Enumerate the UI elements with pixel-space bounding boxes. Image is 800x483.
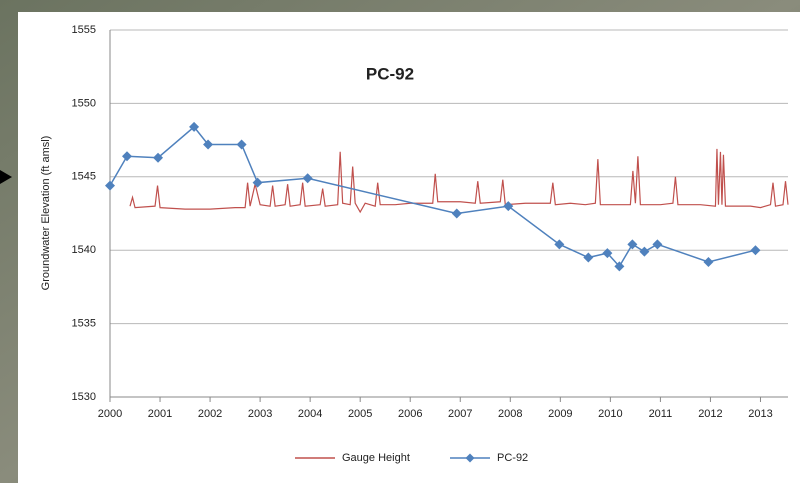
x-tick-label: 2008 (498, 408, 522, 420)
data-point (451, 208, 462, 219)
data-point (203, 139, 214, 150)
y-tick-label: 1555 (72, 24, 96, 36)
data-point (602, 248, 613, 259)
x-tick-label: 2009 (548, 408, 572, 420)
data-point (627, 239, 638, 250)
x-tick-label: 2007 (448, 408, 472, 420)
x-tick-label: 2002 (198, 408, 222, 420)
y-axis-label: Groundwater Elevation (ft amsl) (40, 136, 52, 291)
x-tick-label: 2012 (698, 408, 722, 420)
legend-label: Gauge Height (342, 452, 410, 464)
x-tick-label: 2001 (148, 408, 172, 420)
data-point (703, 256, 714, 267)
x-tick-label: 2000 (98, 408, 122, 420)
data-point (750, 245, 761, 256)
data-point (105, 180, 115, 191)
y-tick-label: 1535 (72, 318, 96, 330)
chart-title: PC-92 (366, 64, 414, 83)
pointer-arrow (0, 170, 12, 184)
data-point (236, 139, 247, 150)
data-point (652, 239, 663, 250)
y-tick-label: 1530 (72, 391, 96, 403)
data-point (614, 261, 625, 272)
data-point (252, 177, 263, 188)
data-point (153, 152, 164, 163)
data-point (639, 246, 650, 257)
x-tick-label: 2004 (298, 408, 322, 420)
legend-label: PC-92 (497, 452, 528, 464)
chart-area (18, 12, 800, 483)
y-tick-label: 1540 (72, 244, 96, 256)
x-tick-label: 2010 (598, 408, 622, 420)
x-tick-label: 2005 (348, 408, 372, 420)
data-point (583, 252, 594, 263)
data-point (554, 239, 565, 250)
data-point (189, 121, 200, 132)
y-tick-label: 1550 (72, 97, 96, 109)
data-point (302, 173, 313, 184)
x-tick-label: 2011 (649, 408, 673, 420)
x-tick-label: 2006 (398, 408, 422, 420)
y-tick-label: 1545 (72, 171, 96, 183)
data-point (122, 151, 133, 162)
x-tick-label: 2013 (748, 408, 772, 420)
data-point (503, 201, 514, 212)
legend-marker (465, 453, 475, 463)
x-tick-label: 2003 (248, 408, 272, 420)
series-line (129, 148, 789, 214)
